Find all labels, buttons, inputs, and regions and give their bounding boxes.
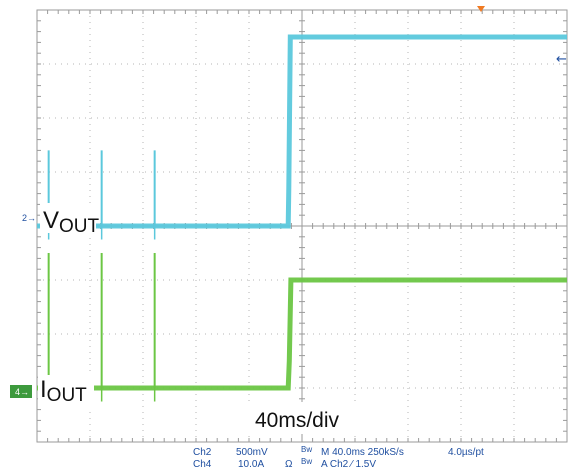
trace-vout xyxy=(37,34,567,229)
status-resolution: 4.0µs/pt xyxy=(448,447,484,458)
vout-label-main: V xyxy=(43,207,59,234)
iout-label-sub: OUT xyxy=(47,385,88,406)
vout-label-sub: OUT xyxy=(59,216,100,237)
status-ch4-name: Ch4 xyxy=(193,459,212,470)
markers-layer: ← 2→ 4→ xyxy=(10,6,567,398)
iout-label: IOUT xyxy=(38,375,94,407)
status-ch2-bw: Bw xyxy=(301,445,313,454)
svg-text:VOUT: VOUT xyxy=(43,207,100,237)
trace-iout xyxy=(37,277,567,391)
trigger-position-marker xyxy=(477,6,485,12)
timebase-label: 40ms/div xyxy=(246,402,368,434)
iout-label-main: I xyxy=(40,376,47,403)
status-ch4-scale: 10.0A xyxy=(238,459,265,470)
status-trigger: A Ch2 ⁄ 1.5V xyxy=(321,459,377,470)
trigger-level-arrow: ← xyxy=(556,52,567,67)
traces-layer xyxy=(37,34,567,402)
ch2-ground-marker: 2→ xyxy=(22,213,36,223)
svg-text:IOUT: IOUT xyxy=(40,376,87,406)
status-ch4-ohm: Ω xyxy=(285,459,293,470)
vout-label: VOUT xyxy=(40,203,100,237)
status-ch2-name: Ch2 xyxy=(193,447,212,458)
ch4-ground-marker-box xyxy=(10,385,32,398)
ch4-ground-marker: 4→ xyxy=(15,387,29,397)
status-horizontal: M 40.0ms 250kS/s xyxy=(321,447,404,458)
timebase-label-text: 40ms/div xyxy=(255,409,340,432)
status-ch2-scale: 500mV xyxy=(236,447,268,458)
status-ch4-bw: Bw xyxy=(301,457,313,466)
